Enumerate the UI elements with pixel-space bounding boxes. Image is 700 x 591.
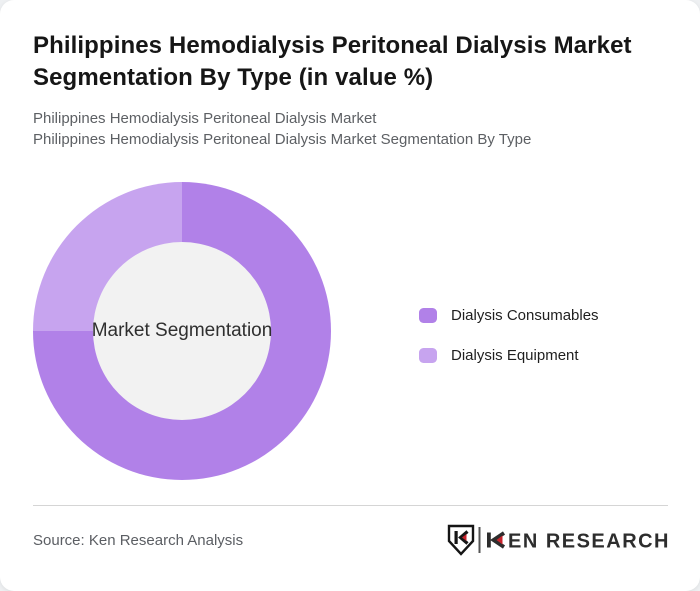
title-line-2: Segmentation By Type (in value %) bbox=[33, 64, 434, 91]
legend-swatch bbox=[419, 308, 437, 323]
chart-subtitle: Philippines Hemodialysis Peritoneal Dial… bbox=[33, 108, 667, 150]
title-line-1: Philippines Hemodialysis Peritoneal Dial… bbox=[33, 32, 632, 59]
ken-research-logo: EN RESEARCH bbox=[447, 523, 673, 557]
chart-legend: Dialysis Consumables Dialysis Equipment bbox=[419, 306, 599, 386]
donut-chart: Market Segmentation bbox=[33, 182, 331, 480]
donut-center-label: Market Segmentation bbox=[91, 320, 273, 341]
logo-separator bbox=[478, 527, 481, 553]
logo-wordmark: EN RESEARCH bbox=[487, 531, 670, 553]
legend-label: Dialysis Consumables bbox=[451, 307, 599, 324]
subtitle-line-2: Philippines Hemodialysis Peritoneal Dial… bbox=[33, 131, 532, 148]
legend-label: Dialysis Equipment bbox=[451, 347, 579, 364]
chart-area: Market Segmentation Dialysis Consumables… bbox=[0, 182, 700, 480]
footer-divider bbox=[33, 505, 668, 506]
donut-center: Market Segmentation bbox=[91, 242, 273, 420]
page-title: Philippines Hemodialysis Peritoneal Dial… bbox=[33, 30, 667, 94]
legend-item-equipment: Dialysis Equipment bbox=[419, 346, 599, 365]
subtitle-line-1: Philippines Hemodialysis Peritoneal Dial… bbox=[33, 110, 377, 127]
legend-item-consumables: Dialysis Consumables bbox=[419, 306, 599, 325]
shield-k-icon bbox=[447, 524, 475, 556]
footer: Source: Ken Research Analysis EN RESEARC… bbox=[0, 506, 700, 557]
logo-wordmark-text: EN RESEARCH bbox=[508, 531, 670, 553]
legend-swatch bbox=[419, 348, 437, 363]
source-note: Source: Ken Research Analysis bbox=[33, 531, 244, 549]
